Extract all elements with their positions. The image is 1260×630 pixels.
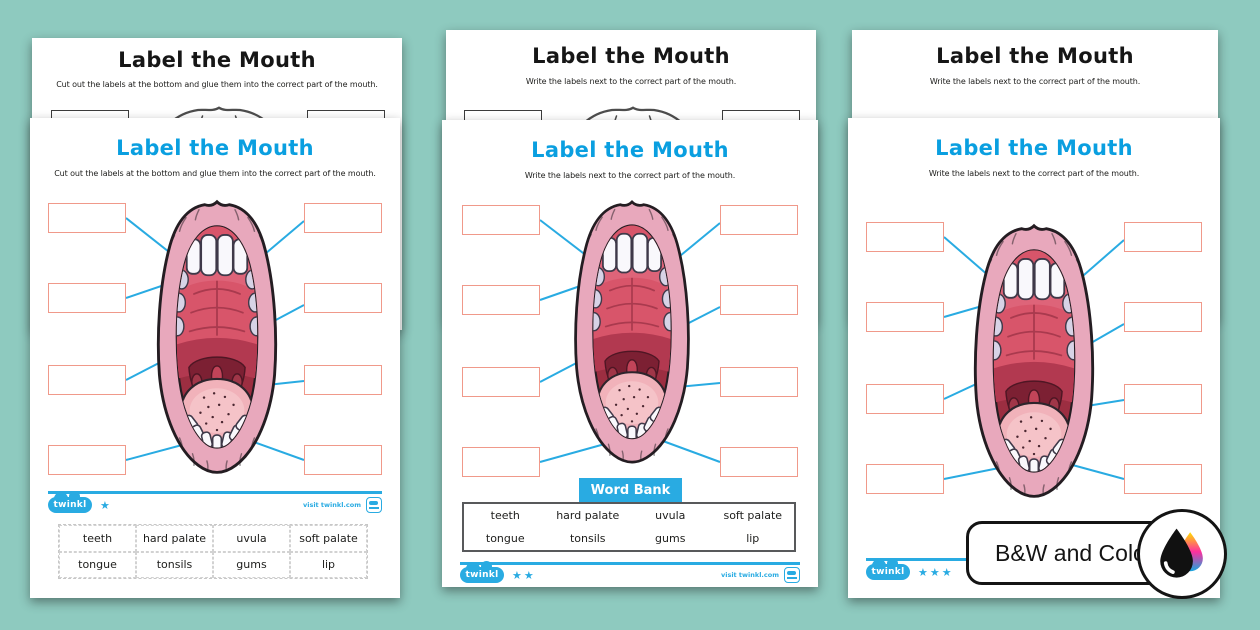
worksheet-title: Label the Mouth (531, 138, 729, 162)
footer-divider (460, 562, 800, 565)
worksheet-instruction: Cut out the labels at the bottom and glu… (56, 80, 378, 89)
twinkl-logo-text: twinkl (53, 500, 87, 510)
label-box (304, 365, 382, 395)
footer-divider (48, 491, 382, 494)
word-bank-word: uvula (655, 509, 686, 522)
label-box (866, 464, 944, 494)
label-box (304, 445, 382, 475)
worksheet-title: Label the Mouth (935, 136, 1133, 160)
word-bank-word: tongue (485, 532, 525, 545)
twinkl-certified-badge (366, 497, 382, 513)
label-box (1124, 464, 1202, 494)
worksheet1-front-page-color: Label the Mouth Cut out the labels at th… (30, 118, 400, 598)
footer: twinkl ★ (48, 491, 112, 513)
label-box (462, 367, 540, 397)
footer-right: visit twinkl.com (721, 567, 800, 583)
difficulty-stars: ★ (100, 498, 112, 512)
worksheet-title: Label the Mouth (118, 48, 316, 72)
label-box (720, 285, 798, 315)
cutout-label: gums (213, 551, 290, 578)
label-box (1124, 302, 1202, 332)
visit-twinkl-text: visit twinkl.com (302, 501, 361, 509)
label-box (304, 283, 382, 313)
worksheet-instruction: Write the labels next to the correct par… (524, 171, 736, 180)
badge-circle (1137, 509, 1227, 599)
label-box (720, 205, 798, 235)
worksheet-instruction: Write the labels next to the correct par… (928, 169, 1140, 178)
cutout-label: lip (290, 551, 367, 578)
label-box (48, 283, 126, 313)
worksheet-title: Label the Mouth (936, 44, 1134, 68)
twinkl-logo: twinkl (48, 491, 92, 513)
difficulty-stars: ★★★ (918, 565, 954, 579)
word-bank-word: hard palate (556, 509, 620, 522)
worksheet3-front-page-color: Label the Mouth Write the labels next to… (848, 118, 1220, 598)
label-box (48, 445, 126, 475)
label-box (866, 384, 944, 414)
label-box (720, 447, 798, 477)
cutout-label: tonsils (136, 551, 213, 578)
label-box (462, 447, 540, 477)
label-box (1124, 222, 1202, 252)
cutout-label: tongue (59, 551, 136, 578)
word-bank-tab: Word Bank (579, 478, 682, 502)
twinkl-logo: twinkl (460, 561, 504, 583)
word-bank-word: teeth (490, 509, 520, 522)
label-box (1124, 384, 1202, 414)
footer-right: visit twinkl.com (303, 497, 382, 513)
label-box (866, 222, 944, 252)
footer: twinkl ★★★ (866, 558, 954, 580)
cutout-label: soft palate (290, 525, 367, 552)
badge-label: B&W and Color (995, 539, 1154, 566)
twinkl-logo-text: twinkl (871, 567, 905, 577)
cutout-label: uvula (213, 525, 290, 552)
cutout-labels-grid: teeth hard palate uvula soft palate tong… (58, 524, 368, 579)
word-bank-word: soft palate (723, 509, 783, 522)
worksheet-instruction: Write the labels next to the correct par… (525, 77, 737, 86)
cutout-label: teeth (59, 525, 136, 552)
twinkl-logo: twinkl (866, 558, 910, 580)
word-bank-word: gums (655, 532, 686, 545)
cutout-label: hard palate (136, 525, 213, 552)
worksheet2-front-page-color: Label the Mouth Write the labels next to… (442, 120, 818, 587)
word-bank-word: tonsils (569, 532, 606, 545)
worksheet-title: Label the Mouth (532, 44, 730, 68)
worksheet-title: Label the Mouth (116, 136, 314, 160)
worksheet-instruction: Cut out the labels at the bottom and glu… (54, 169, 376, 178)
mouth-illustration (962, 218, 1106, 500)
label-box (304, 203, 382, 233)
label-box (48, 365, 126, 395)
mouth-illustration (145, 194, 289, 476)
ink-drop-icon (1160, 528, 1203, 578)
twinkl-certified-badge (784, 567, 800, 583)
label-box (720, 367, 798, 397)
twinkl-logo-text: twinkl (465, 570, 499, 580)
word-bank-box: teeth hard palate uvula soft palate tong… (462, 502, 796, 552)
label-box (48, 203, 126, 233)
label-box (866, 302, 944, 332)
footer: twinkl ★★ (460, 561, 536, 583)
label-box (462, 205, 540, 235)
word-bank-word: lip (746, 532, 760, 545)
label-box (462, 285, 540, 315)
worksheet-instruction: Write the labels next to the correct par… (929, 77, 1141, 86)
visit-twinkl-text: visit twinkl.com (720, 571, 779, 579)
mouth-illustration (560, 195, 704, 465)
difficulty-stars: ★★ (512, 568, 536, 582)
